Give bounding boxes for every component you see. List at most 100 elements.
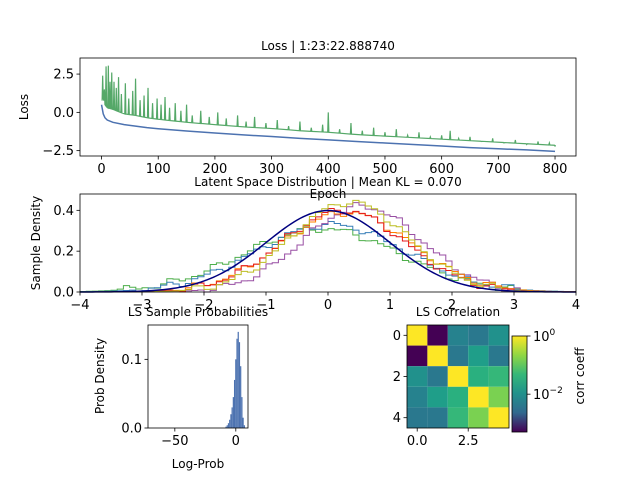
sample-probabilities-chart: LS Sample Probabilities −50 0 0.0 0.1 Prob… bbox=[93, 305, 268, 471]
loss-series-line bbox=[100, 104, 556, 153]
x-tick-label: 1 bbox=[386, 298, 394, 313]
x-tick-label: 0 bbox=[324, 298, 332, 313]
latent-dimension-histogram bbox=[79, 202, 576, 293]
x-tick-label: 3 bbox=[510, 298, 518, 313]
standard-normal-curve bbox=[79, 209, 577, 293]
y-tick-label: 4 bbox=[393, 411, 401, 426]
latent-title: Latent Space Distribution | Mean KL = 0.… bbox=[194, 175, 461, 189]
y-tick-label: −2.5 bbox=[42, 144, 74, 159]
correlation-heatmap bbox=[407, 325, 509, 428]
samples-y-label: Prob Density bbox=[93, 338, 107, 414]
histogram-bar bbox=[235, 359, 237, 428]
heatmap-cell bbox=[427, 345, 448, 367]
heatmap-cell bbox=[447, 407, 469, 428]
histogram-bar bbox=[227, 423, 230, 428]
histogram-bar bbox=[243, 425, 245, 428]
x-tick-label: 0 bbox=[232, 434, 240, 449]
heatmap-cell bbox=[488, 407, 509, 428]
x-tick-label: −2 bbox=[194, 298, 213, 313]
y-tick-label: 2.5 bbox=[53, 68, 74, 83]
x-tick-label: 2.5 bbox=[458, 434, 479, 449]
x-tick-label: 800 bbox=[543, 162, 568, 177]
histogram-bar bbox=[242, 417, 244, 428]
correlation-title: LS Correlation bbox=[416, 305, 500, 319]
y-tick-label: 0.0 bbox=[53, 106, 74, 121]
loss-axes-frame bbox=[79, 57, 577, 157]
heatmap-cell bbox=[447, 366, 469, 387]
correlation-colorbar: 100 10−2 bbox=[511, 328, 563, 433]
x-tick-label: 0 bbox=[97, 162, 105, 177]
samples-y-ticks: 0.0 0.1 bbox=[121, 353, 148, 437]
latent-y-label: Sample Density bbox=[29, 196, 43, 290]
correlation-x-ticks: 0.0 2.5 bbox=[407, 428, 479, 449]
histogram-bar bbox=[238, 342, 241, 428]
x-tick-label: −4 bbox=[70, 298, 89, 313]
heatmap-cell bbox=[427, 366, 448, 387]
heatmap-cell bbox=[468, 386, 489, 408]
heatmap-cell bbox=[468, 366, 489, 387]
latent-y-ticks: 0.0 0.2 0.4 bbox=[53, 204, 80, 301]
latent-dimension-histogram bbox=[79, 226, 576, 293]
histogram-bar bbox=[231, 407, 233, 428]
heatmap-cell bbox=[407, 325, 428, 346]
heatmap-cell bbox=[427, 386, 448, 408]
samples-title: LS Sample Probabilities bbox=[128, 305, 268, 319]
x-tick-label: 4 bbox=[572, 298, 580, 313]
x-tick-label: 600 bbox=[429, 162, 454, 177]
latent-dimension-histogram bbox=[79, 220, 576, 293]
histogram-bar bbox=[232, 397, 234, 428]
x-tick-label: 2 bbox=[448, 298, 456, 313]
colorbar-tick-label: 100 bbox=[533, 328, 556, 345]
y-tick-label: 0.0 bbox=[53, 286, 74, 301]
loss-y-label: Loss bbox=[17, 94, 31, 120]
x-tick-label: 0.0 bbox=[407, 434, 428, 449]
loss-chart: Loss | 1:23:22.888740 0 100 200 300 400 500 60… bbox=[17, 39, 577, 201]
heatmap-cell bbox=[447, 386, 469, 408]
x-tick-label: −3 bbox=[132, 298, 151, 313]
latent-dimension-histogram bbox=[79, 199, 576, 293]
histogram-bar bbox=[226, 425, 228, 428]
histogram-bar bbox=[233, 379, 236, 428]
correlation-y-ticks: 0 2 4 bbox=[393, 329, 407, 426]
histogram-bar bbox=[229, 419, 231, 428]
histogram-bar bbox=[237, 331, 239, 428]
heatmap-cell bbox=[468, 407, 489, 428]
x-tick-label: −50 bbox=[161, 434, 188, 449]
histogram-bar bbox=[240, 366, 242, 428]
y-tick-label: 0.0 bbox=[121, 422, 142, 437]
colorbar-label: corr coeff bbox=[573, 347, 587, 405]
loss-y-ticks: −2.5 0.0 2.5 bbox=[42, 68, 80, 159]
x-tick-label: 100 bbox=[146, 162, 171, 177]
heatmap-cell bbox=[488, 366, 509, 387]
heatmap-cell bbox=[447, 345, 469, 367]
x-tick-label: 700 bbox=[486, 162, 511, 177]
y-tick-label: 0 bbox=[393, 329, 401, 344]
x-tick-label: 200 bbox=[202, 162, 227, 177]
y-tick-label: 0.1 bbox=[121, 353, 142, 368]
heatmap-cell bbox=[407, 386, 428, 408]
y-tick-label: 0.4 bbox=[53, 204, 74, 219]
x-tick-label: 300 bbox=[259, 162, 284, 177]
latent-plot-area bbox=[79, 199, 577, 293]
histogram-bar bbox=[241, 397, 243, 428]
loss-x-ticks: 0 100 200 300 400 500 600 700 800 bbox=[97, 156, 567, 177]
samples-x-label: Log-Prob bbox=[172, 457, 224, 471]
y-tick-label: 0.2 bbox=[53, 245, 74, 260]
loss-plot-area bbox=[100, 65, 557, 153]
latent-dimension-histogram bbox=[79, 207, 576, 293]
samples-plot-area bbox=[225, 331, 245, 428]
heatmap-cell bbox=[407, 345, 428, 367]
heatmap-cell bbox=[488, 345, 509, 367]
heatmap-cell bbox=[447, 325, 469, 346]
heatmap-cell bbox=[407, 366, 428, 387]
latent-distribution-chart: −4 −3 −2 −1 0 1 2 3 4 0.0 0.2 0.4 Sample Density L… bbox=[29, 175, 580, 313]
correlation-chart: LS Correlation 0.0 2.5 0 2 4 100 10−2 corr c… bbox=[393, 305, 587, 449]
heatmap-cell bbox=[427, 325, 448, 346]
colorbar-gradient bbox=[511, 335, 528, 433]
heatmap-cell bbox=[488, 386, 509, 408]
histogram-bar bbox=[230, 414, 232, 428]
samples-x-ticks: −50 0 bbox=[161, 428, 240, 449]
x-tick-label: −1 bbox=[256, 298, 275, 313]
x-tick-label: 500 bbox=[373, 162, 398, 177]
